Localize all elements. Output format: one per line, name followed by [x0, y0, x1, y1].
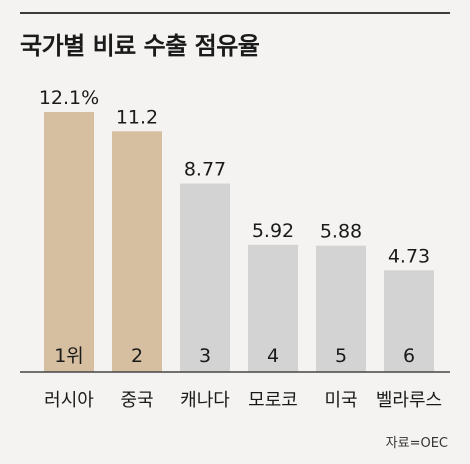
rank-label-2: 2 [131, 345, 143, 367]
rank-label-1: 1위 [54, 345, 84, 367]
category-label-5: 미국 [324, 390, 357, 411]
rank-label-4: 4 [267, 345, 279, 367]
category-label-3: 캐나다 [180, 390, 230, 411]
value-label-6: 4.73 [388, 245, 430, 267]
bar-3 [180, 183, 230, 372]
value-label-4: 5.92 [252, 220, 294, 242]
rank-label-3: 3 [199, 345, 211, 367]
top-rule [20, 12, 450, 14]
bar-1 [44, 112, 94, 372]
bar-6 [384, 270, 434, 372]
category-label-2: 중국 [120, 390, 153, 411]
category-label-6: 벨라루스 [376, 390, 442, 411]
value-label-1: 12.1% [39, 87, 99, 109]
source-note: 자료=OEC [385, 436, 448, 451]
chart-title: 국가별 비료 수출 점유율 [20, 32, 260, 60]
rank-label-6: 6 [403, 345, 415, 367]
bar-5 [316, 245, 366, 372]
category-label-1: 러시아 [44, 390, 94, 411]
category-label-4: 모로코 [248, 390, 298, 411]
bar-4 [248, 244, 298, 372]
value-label-5: 5.88 [320, 221, 362, 243]
bar-2 [112, 131, 162, 372]
rank-label-5: 5 [335, 345, 347, 367]
value-label-2: 11.2 [116, 106, 158, 128]
value-label-3: 8.77 [184, 159, 226, 181]
